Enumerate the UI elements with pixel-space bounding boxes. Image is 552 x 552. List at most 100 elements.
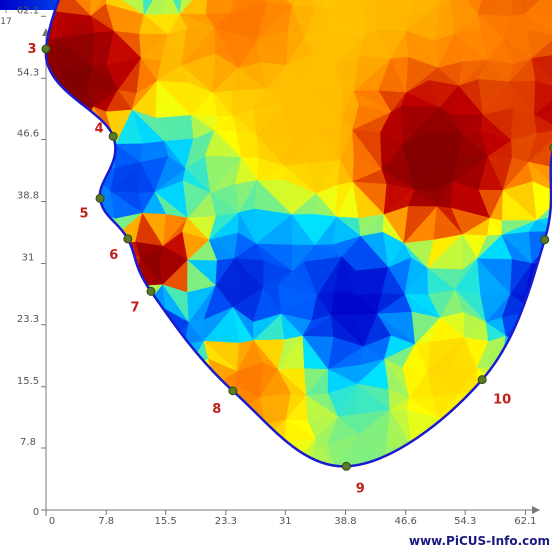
tomogram-cell — [429, 464, 452, 467]
tomogram-cell — [87, 461, 112, 467]
tomogram-cell — [412, 486, 431, 511]
tomogram-cell — [92, 335, 114, 362]
tomogram-cell — [230, 0, 256, 14]
tomogram-cell — [68, 422, 88, 444]
tomogram-cell — [230, 0, 268, 13]
tomogram-cell — [209, 412, 231, 442]
x-tick-label: 15.5 — [155, 516, 177, 527]
measurement-point-label: 9 — [356, 481, 365, 496]
tomogram-cell — [116, 433, 139, 467]
x-tick-label: 54.3 — [454, 516, 476, 527]
tomogram-cell — [135, 395, 169, 423]
tomogram-cell — [527, 309, 552, 339]
x-tick-label: 7.8 — [98, 516, 114, 527]
tomogram-cell — [263, 436, 288, 467]
tomogram-cell — [112, 358, 131, 392]
tomogram-cell — [90, 0, 110, 17]
tomogram-cell — [239, 485, 266, 523]
tomogram-cell — [45, 419, 69, 444]
tomogram-cell — [287, 473, 314, 490]
tomogram-cell — [450, 460, 485, 467]
tomogram-cell — [33, 474, 65, 490]
tomogram-cell — [377, 0, 416, 6]
colorbar-tick-label: 17 — [0, 17, 11, 27]
tomogram-cell — [61, 336, 94, 362]
tomogram-cell — [308, 0, 329, 10]
tomogram-cell — [60, 260, 93, 293]
tomogram-cell — [292, 0, 317, 7]
tomogram-cell — [352, 0, 379, 15]
tomogram-cell — [528, 396, 552, 422]
tomogram-cell — [141, 0, 165, 16]
tomogram-cell — [89, 281, 117, 317]
tomogram-cell — [163, 436, 186, 467]
tomogram-cell — [66, 239, 91, 262]
tomogram-cell — [439, 0, 458, 5]
tomogram-cell — [107, 321, 132, 341]
tomogram-cell — [45, 80, 62, 120]
tomogram-cell — [476, 442, 502, 467]
tomogram-cell — [255, 436, 288, 467]
tomogram-cell — [89, 258, 117, 294]
tomogram-cell — [56, 0, 92, 16]
tomogram-cell — [334, 468, 356, 499]
tomogram-cell — [410, 440, 438, 466]
tomogram-cell — [508, 394, 530, 419]
tomogram-cell — [84, 412, 118, 436]
tomogram-cell — [129, 340, 167, 369]
measurement-point-label: 10 — [493, 393, 511, 408]
tomogram-cell — [57, 490, 87, 522]
tomogram-cell — [511, 0, 526, 17]
tomogram-cell — [184, 383, 216, 424]
tomogram-cell — [87, 434, 118, 467]
measurement-point — [41, 44, 51, 54]
y-tick-label: 0 — [33, 507, 39, 518]
tomogram-cell — [45, 339, 63, 374]
tomogram-cell — [266, 473, 292, 487]
y-tick-label: 38.8 — [17, 191, 39, 202]
tomogram-cell — [136, 392, 157, 417]
tomogram-cell — [239, 437, 265, 467]
tomogram-cell — [208, 0, 236, 14]
tomogram-cell — [502, 470, 532, 487]
tomogram-cell — [61, 315, 93, 345]
tomogram-cell — [161, 469, 183, 496]
tomogram-cell — [155, 396, 186, 423]
tomogram-cell — [508, 387, 534, 419]
tomogram-cell — [136, 415, 169, 438]
tomogram-cell — [454, 448, 478, 467]
tomogram-cell — [501, 360, 531, 396]
tomogram-cell — [84, 386, 114, 424]
tomogram-cell — [500, 408, 530, 445]
measurement-point-label: 6 — [109, 248, 118, 263]
tomogram-cell — [116, 293, 133, 323]
x-tick-label: 31 — [279, 516, 292, 527]
measurement-point — [549, 143, 552, 152]
tomogram-cell — [217, 440, 241, 467]
tomogram-cell — [500, 438, 528, 467]
measurement-point — [540, 235, 550, 245]
tomogram-cell — [80, 138, 116, 166]
measurement-point — [477, 375, 487, 385]
measurement-point-label: 8 — [212, 402, 221, 417]
tomogram-cell — [528, 230, 552, 264]
tomogram-cell — [107, 320, 133, 337]
tomogram-cell — [136, 487, 161, 519]
tomogram-cell — [206, 440, 241, 467]
tomogram-cell — [180, 469, 215, 498]
tomogram-cell — [410, 0, 442, 16]
tomogram-cell — [56, 442, 89, 467]
tomogram-cell — [456, 0, 486, 15]
tomogram-cell — [56, 386, 93, 424]
tomogram-cell — [165, 342, 189, 368]
tomogram-cell — [436, 464, 456, 467]
tomogram-cell — [107, 336, 132, 369]
tomogram-cell — [89, 315, 109, 338]
tomogram-cell — [116, 435, 138, 467]
measurement-point — [95, 193, 105, 203]
tomogram-cell — [58, 291, 91, 317]
tomogram-cell — [476, 441, 502, 462]
tomogram-cell — [451, 412, 479, 450]
tomogram-cell — [184, 420, 219, 442]
